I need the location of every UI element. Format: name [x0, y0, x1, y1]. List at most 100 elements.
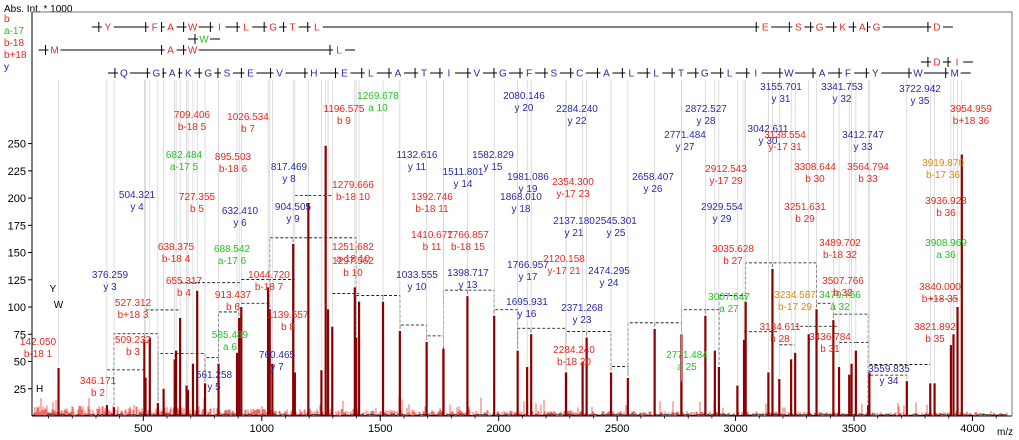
peak-ion-label: b 35	[925, 334, 945, 345]
peak-mz-label: 3479.756	[819, 290, 861, 301]
peak-mz-label: 3919.870	[922, 158, 964, 169]
series-label: b-18	[4, 38, 24, 49]
peak-ion-label: a 36	[936, 250, 956, 261]
peak-ion-label: b 27	[723, 256, 743, 267]
peak-ion-label: b-17 36	[926, 170, 960, 181]
sequence-letter: W	[784, 69, 794, 80]
sequence-letter-box	[698, 68, 711, 78]
peak-mz-label: 904.505	[275, 202, 312, 213]
peak-ion-label: b-18 20	[557, 357, 591, 368]
peak-ion-label: a 6	[223, 342, 237, 353]
sequence-letter-box	[523, 68, 536, 78]
sequence-letter: A	[167, 23, 174, 34]
sequence-letter: T	[678, 69, 684, 80]
peak-mz-label: 1410.677	[411, 230, 453, 241]
peak-mz-label: 504.321	[119, 190, 156, 201]
peak-ion-label: a-18 10	[336, 254, 370, 265]
sequence-letter-box	[197, 34, 210, 44]
peak-ion-label: b 31	[820, 344, 840, 355]
sequence-letter-box	[930, 22, 943, 32]
sequence-letter-box	[470, 68, 483, 78]
peak-mz-label: 3007.647	[708, 292, 750, 303]
peak-mz-label: 1297.562	[332, 256, 374, 267]
sequence-letter: A	[395, 69, 402, 80]
sequence-letter: A	[819, 69, 826, 80]
sequence-letter-box	[869, 68, 882, 78]
sequence-letter: I	[448, 69, 451, 80]
sequence-letter: L	[368, 69, 374, 80]
sequence-letter-box	[273, 68, 286, 78]
peak-ion-label: y 5	[207, 382, 221, 393]
peak-mz-label: 1132.616	[397, 150, 438, 161]
sequence-letter: G	[269, 23, 277, 34]
peak-ion-label: b-18 32	[823, 250, 857, 261]
peak-ion-label: b-18 7	[255, 282, 284, 293]
sequence-letter-box	[117, 68, 130, 78]
sequence-letter: F	[152, 23, 158, 34]
y-tick-label: 200	[8, 193, 26, 205]
x-tick-label: 1500	[368, 423, 392, 435]
series-label: b	[4, 14, 10, 25]
sequence-letter-box	[148, 22, 161, 32]
peak-ion-label: y 6	[233, 218, 247, 229]
sequence-letter: A	[167, 46, 174, 57]
sequence-letter: S	[795, 23, 802, 34]
peak-mz-label: 2771.484	[664, 130, 706, 141]
sequence-letter-box	[749, 68, 762, 78]
peak-mz-label: 1868.010	[500, 192, 542, 203]
immonium-label: W	[54, 300, 64, 311]
peak-mz-label: 1033.555	[396, 270, 438, 281]
sequence-letter: V	[276, 69, 283, 80]
sequence-letter-box	[836, 22, 849, 32]
sequence-letter: Y	[872, 69, 879, 80]
sequence-letter-box	[547, 68, 560, 78]
peak-mz-label: 3341.753	[821, 82, 863, 93]
peak-mz-label: 3184.611	[760, 322, 801, 333]
sequence-letter: I	[754, 69, 757, 80]
sequence-letter-box	[267, 22, 280, 32]
sequence-letter: E	[247, 69, 254, 80]
peak-mz-label: 3412.747	[842, 130, 884, 141]
sequence-letter-box	[310, 22, 323, 32]
sequence-letter: Y	[104, 23, 111, 34]
peak-mz-label: 1766.957	[507, 260, 549, 271]
peak-mz-label: 709.406	[174, 110, 211, 121]
sequence-letter: L	[629, 69, 635, 80]
sequence-letter-box	[186, 22, 199, 32]
axes: 500 1000 1500 2000 2500 3000 3500 4000 25 50 75 100…	[8, 11, 1013, 435]
sequence-letter-box	[220, 68, 233, 78]
sequence-letter: A	[169, 69, 176, 80]
peak-mz-label: 3908.969	[925, 238, 967, 249]
peak-ion-label: y 17	[519, 272, 538, 283]
peak-ion-label: b 11	[423, 242, 442, 253]
peak-ion-label: a 27	[719, 304, 739, 315]
sequence-letter: M	[951, 69, 959, 80]
peak-mz-label: 913.437	[215, 290, 252, 301]
y-tick-label: 250	[8, 139, 26, 151]
peak-ion-label: b-18 6	[219, 164, 248, 175]
peak-mz-label: 3155.701	[760, 82, 802, 93]
sequence-letter: I	[956, 58, 959, 69]
peak-mz-label: 2912.543	[705, 164, 747, 175]
peak-ion-label: y 31	[772, 94, 791, 105]
peak-mz-label: 3138.554	[764, 130, 806, 141]
peak-ion-label: y 29	[713, 214, 732, 225]
peak-ion-label: y 7	[270, 362, 284, 373]
x-tick-label: 2500	[605, 423, 629, 435]
sequence-letter: H	[310, 69, 317, 80]
peak-ion-label: b-18 4	[162, 254, 191, 265]
peak-mz-label: 3234.587	[774, 290, 816, 301]
y-tick-label: 100	[8, 302, 26, 314]
peak-ion-label: y 22	[568, 116, 587, 127]
sequence-letter-box	[442, 68, 455, 78]
peak-mz-label: 2545.301	[595, 216, 637, 227]
sequence-letter: W	[199, 35, 209, 46]
sequence-letter-box	[650, 68, 663, 78]
peak-mz-label: 376.259	[92, 270, 129, 281]
peak-mz-label: 3564.794	[847, 162, 889, 173]
sequence-letter-box	[202, 68, 215, 78]
sequence-letter-box	[951, 57, 964, 67]
peak-mz-label: 1398.717	[447, 268, 489, 279]
